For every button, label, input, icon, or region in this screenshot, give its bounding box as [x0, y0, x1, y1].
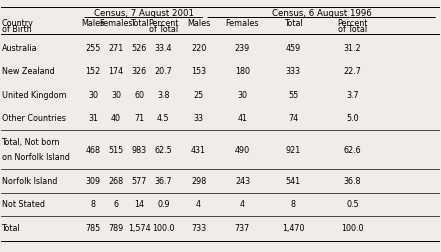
Text: 174: 174	[108, 68, 123, 77]
Text: 268: 268	[108, 177, 123, 186]
Text: Males: Males	[82, 19, 105, 28]
Text: Not Stated: Not Stated	[2, 200, 45, 209]
Text: 0.5: 0.5	[346, 200, 359, 209]
Text: 33: 33	[194, 114, 203, 123]
Text: 5.0: 5.0	[346, 114, 359, 123]
Text: Total: Total	[2, 224, 20, 233]
Text: 20.7: 20.7	[154, 68, 172, 77]
Text: 30: 30	[238, 91, 247, 100]
Text: 41: 41	[238, 114, 247, 123]
Text: 309: 309	[86, 177, 101, 186]
Text: United Kingdom: United Kingdom	[2, 91, 66, 100]
Text: 74: 74	[288, 114, 298, 123]
Text: 25: 25	[194, 91, 204, 100]
Text: Australia: Australia	[2, 44, 37, 53]
Text: 60: 60	[134, 91, 144, 100]
Text: 180: 180	[235, 68, 250, 77]
Text: 298: 298	[191, 177, 206, 186]
Text: 239: 239	[235, 44, 250, 53]
Text: 30: 30	[88, 91, 98, 100]
Text: 255: 255	[85, 44, 101, 53]
Text: 468: 468	[86, 146, 101, 154]
Text: 62.5: 62.5	[154, 146, 172, 154]
Text: 459: 459	[285, 44, 301, 53]
Text: Percent: Percent	[337, 19, 367, 28]
Text: 541: 541	[285, 177, 301, 186]
Text: 3.7: 3.7	[346, 91, 359, 100]
Text: Other Countries: Other Countries	[2, 114, 65, 123]
Text: Males: Males	[187, 19, 210, 28]
Text: Census, 7 August 2001: Census, 7 August 2001	[93, 9, 194, 18]
Text: 8: 8	[90, 200, 96, 209]
Text: New Zealand: New Zealand	[2, 68, 54, 77]
Text: of Total: of Total	[149, 25, 178, 34]
Text: 333: 333	[285, 68, 300, 77]
Text: 1,574: 1,574	[128, 224, 150, 233]
Text: 33.4: 33.4	[155, 44, 172, 53]
Text: 6: 6	[114, 200, 119, 209]
Text: Total: Total	[130, 19, 149, 28]
Text: 1,470: 1,470	[282, 224, 304, 233]
Text: of Birth: of Birth	[2, 25, 31, 34]
Text: 36.8: 36.8	[344, 177, 361, 186]
Text: Total: Total	[284, 19, 303, 28]
Text: 4: 4	[240, 200, 245, 209]
Text: 31: 31	[88, 114, 98, 123]
Text: 152: 152	[86, 68, 101, 77]
Text: 789: 789	[108, 224, 124, 233]
Text: 733: 733	[191, 224, 206, 233]
Text: 737: 737	[235, 224, 250, 233]
Text: Census, 6 August 1996: Census, 6 August 1996	[272, 9, 371, 18]
Text: 40: 40	[111, 114, 121, 123]
Text: 0.9: 0.9	[157, 200, 170, 209]
Text: 220: 220	[191, 44, 206, 53]
Text: 62.6: 62.6	[344, 146, 361, 154]
Text: of Total: of Total	[338, 25, 367, 34]
Text: 785: 785	[86, 224, 101, 233]
Text: 55: 55	[288, 91, 298, 100]
Text: Total, Not born: Total, Not born	[2, 138, 60, 147]
Text: 490: 490	[235, 146, 250, 154]
Text: Percent: Percent	[148, 19, 179, 28]
Text: 3.8: 3.8	[157, 91, 170, 100]
Text: 4.5: 4.5	[157, 114, 170, 123]
Text: 100.0: 100.0	[152, 224, 175, 233]
Text: 71: 71	[134, 114, 144, 123]
Text: Females: Females	[226, 19, 259, 28]
Text: 4: 4	[196, 200, 201, 209]
Text: Country: Country	[2, 19, 34, 28]
Text: 526: 526	[131, 44, 147, 53]
Text: 22.7: 22.7	[344, 68, 361, 77]
Text: 8: 8	[291, 200, 295, 209]
Text: 30: 30	[111, 91, 121, 100]
Text: 243: 243	[235, 177, 250, 186]
Text: 36.7: 36.7	[154, 177, 172, 186]
Text: 271: 271	[108, 44, 124, 53]
Text: 921: 921	[285, 146, 301, 154]
Text: 153: 153	[191, 68, 206, 77]
Text: 577: 577	[131, 177, 147, 186]
Text: 326: 326	[131, 68, 147, 77]
Text: 100.0: 100.0	[341, 224, 364, 233]
Text: Females: Females	[99, 19, 133, 28]
Text: on Norfolk Island: on Norfolk Island	[2, 153, 69, 162]
Text: 14: 14	[134, 200, 144, 209]
Text: 431: 431	[191, 146, 206, 154]
Text: 983: 983	[131, 146, 147, 154]
Text: Norfolk Island: Norfolk Island	[2, 177, 57, 186]
Text: 515: 515	[108, 146, 124, 154]
Text: 31.2: 31.2	[344, 44, 361, 53]
